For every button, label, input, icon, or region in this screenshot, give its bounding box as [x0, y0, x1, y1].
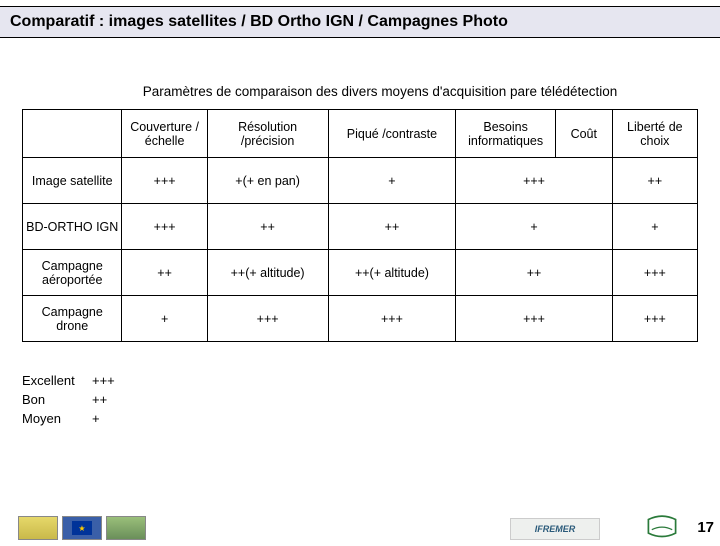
row-label: Campagne aéroportée	[23, 250, 122, 296]
cell: ++(+ altitude)	[207, 250, 328, 296]
cell: +	[456, 204, 612, 250]
comparison-table: Couverture /échelle Résolution /précisio…	[22, 109, 698, 342]
legend-label: Excellent	[22, 372, 92, 391]
legend-row: Excellent +++	[22, 372, 720, 391]
legend-row: Moyen +	[22, 410, 720, 429]
cell: ++	[456, 250, 612, 296]
legend-symbol: +++	[92, 372, 115, 391]
table-row: BD-ORTHO IGN +++ ++ ++ + +	[23, 204, 698, 250]
cell: +++	[456, 158, 612, 204]
medocc-logo-icon	[18, 516, 58, 540]
col-liberte: Liberté de choix	[612, 110, 697, 158]
table-header-row: Couverture /échelle Résolution /précisio…	[23, 110, 698, 158]
cell: +++	[122, 158, 207, 204]
comparison-table-wrap: Couverture /échelle Résolution /précisio…	[0, 109, 720, 342]
col-blank	[23, 110, 122, 158]
cell: +++	[122, 204, 207, 250]
cell: ++	[612, 158, 697, 204]
ifremer-logo-icon: IFREMER	[510, 518, 600, 540]
cell: +++	[456, 296, 612, 342]
cell: +(+ en pan)	[207, 158, 328, 204]
row-label: Campagne drone	[23, 296, 122, 342]
page-title: Comparatif : images satellites / BD Orth…	[0, 6, 720, 38]
cell: ++	[328, 204, 456, 250]
legend-label: Moyen	[22, 410, 92, 429]
legend-label: Bon	[22, 391, 92, 410]
legend-symbol: ++	[92, 391, 107, 410]
cell: +++	[328, 296, 456, 342]
cell: +++	[612, 250, 697, 296]
page-number: 17	[697, 519, 714, 536]
footer: ★ IFREMER 17	[0, 512, 720, 542]
basin-logo-icon	[644, 514, 680, 542]
col-cout: Coût	[555, 110, 612, 158]
col-couverture: Couverture /échelle	[122, 110, 207, 158]
cell: ++(+ altitude)	[328, 250, 456, 296]
legend-symbol: +	[92, 410, 100, 429]
cell: +	[612, 204, 697, 250]
legend: Excellent +++ Bon ++ Moyen +	[22, 372, 720, 429]
row-label: BD-ORTHO IGN	[23, 204, 122, 250]
cell: ++	[207, 204, 328, 250]
landscape-logo-icon	[106, 516, 146, 540]
table-row: Image satellite +++ +(+ en pan) + +++ ++	[23, 158, 698, 204]
col-resolution: Résolution /précision	[207, 110, 328, 158]
col-besoins: Besoins informatiques	[456, 110, 555, 158]
cell: +++	[207, 296, 328, 342]
cell: +++	[612, 296, 697, 342]
footer-logos-left: ★	[18, 516, 146, 540]
cell: +	[328, 158, 456, 204]
row-label: Image satellite	[23, 158, 122, 204]
legend-row: Bon ++	[22, 391, 720, 410]
table-row: Campagne drone + +++ +++ +++ +++	[23, 296, 698, 342]
cell: +	[122, 296, 207, 342]
cell: ++	[122, 250, 207, 296]
eu-logo-icon: ★	[62, 516, 102, 540]
table-caption: Paramètres de comparaison des divers moy…	[0, 84, 720, 99]
table-row: Campagne aéroportée ++ ++(+ altitude) ++…	[23, 250, 698, 296]
col-pique: Piqué /contraste	[328, 110, 456, 158]
